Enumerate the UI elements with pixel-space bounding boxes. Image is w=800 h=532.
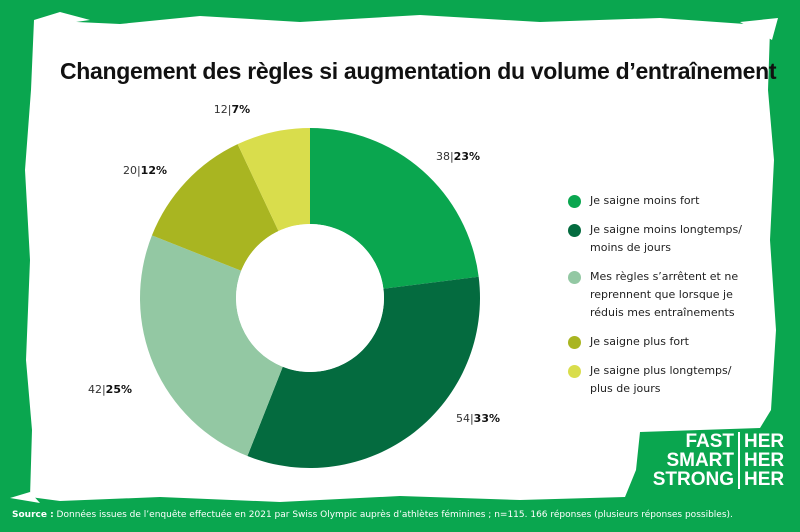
logo-word: STRONG: [652, 469, 734, 490]
legend-item: Je saigne plus longtemps/ plus de jours: [568, 362, 768, 398]
legend-item: Mes règles s’arrêtent et ne reprennent q…: [568, 268, 768, 322]
legend-item: Je saigne moins longtemps/ moins de jour…: [568, 221, 768, 257]
logo-word: HER: [744, 469, 785, 490]
slice-data-label: 38|23%: [436, 150, 480, 163]
slice-data-label: 42|25%: [88, 383, 132, 396]
donut-hole: [236, 224, 384, 372]
legend-label: Mes règles s’arrêtent et ne reprennent q…: [590, 270, 739, 319]
logo-word: FAST: [685, 431, 734, 452]
legend-label: Je saigne moins longtemps/ moins de jour…: [590, 223, 742, 254]
logo-word: HER: [744, 450, 785, 471]
logo-word: SMART: [666, 450, 734, 471]
legend: Je saigne moins fort Je saigne moins long…: [568, 192, 768, 409]
slice-data-label: 20|12%: [123, 164, 167, 177]
legend-swatch: [568, 271, 581, 284]
legend-label: Je saigne plus fort: [590, 335, 689, 348]
slice-data-label: 12|7%: [214, 103, 250, 116]
legend-swatch: [568, 365, 581, 378]
source-label: Source :: [12, 510, 54, 520]
source-note: Source : Données issues de l’enquête eff…: [12, 510, 792, 520]
legend-swatch: [568, 224, 581, 237]
legend-label: Je saigne moins fort: [590, 194, 700, 207]
chart-title: Changement des règles si augmentation du…: [60, 58, 777, 84]
fast-smart-strong-her-logo: FAST HER SMART HER STRONG HER: [648, 432, 784, 489]
logo-word: HER: [744, 431, 785, 452]
donut-slice: [310, 128, 479, 289]
legend-item: Je saigne moins fort: [568, 192, 768, 210]
legend-item: Je saigne plus fort: [568, 333, 768, 351]
legend-swatch: [568, 195, 581, 208]
donut-slice: [247, 276, 480, 468]
legend-label: Je saigne plus longtemps/ plus de jours: [590, 364, 732, 395]
slice-data-label: 54|33%: [456, 412, 500, 425]
source-text: Données issues de l’enquête effectuée en…: [53, 510, 733, 520]
donut-slice: [151, 144, 279, 271]
legend-swatch: [568, 336, 581, 349]
donut-slice: [140, 235, 283, 457]
donut-slice: [237, 128, 310, 232]
